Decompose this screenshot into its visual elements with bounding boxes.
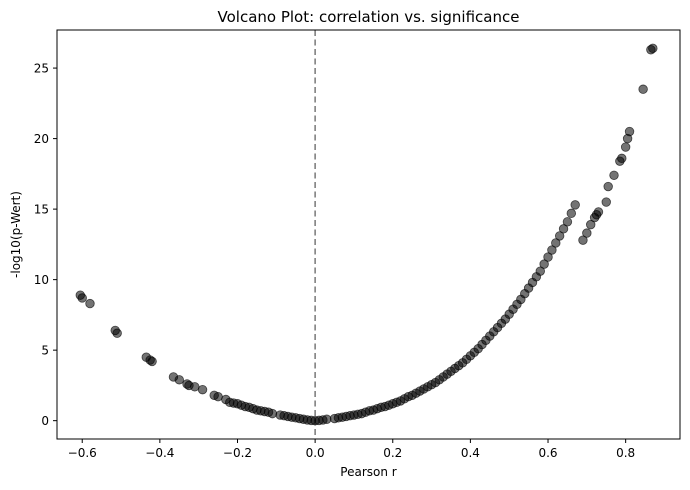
data-point — [620, 142, 631, 152]
plot-area-frame — [56, 29, 681, 440]
x-tick-label: 0.4 — [461, 446, 480, 460]
data-point — [267, 408, 278, 419]
data-point — [322, 414, 332, 424]
data-point — [601, 197, 611, 207]
chart-title: Volcano Plot: correlation vs. significan… — [218, 8, 520, 26]
y-tick-label: 10 — [34, 273, 49, 287]
data-point — [617, 153, 627, 164]
data-point — [638, 84, 648, 94]
data-point — [570, 200, 580, 210]
x-axis-ticks: −0.6 −0.4 −0.2 0.0 0.2 0.4 0.6 0.8 — [68, 439, 635, 460]
data-point — [112, 328, 122, 338]
data-point — [578, 235, 588, 245]
data-point — [535, 266, 545, 276]
data-point — [648, 43, 658, 54]
data-point — [547, 245, 557, 255]
y-tick-label: 15 — [34, 203, 49, 217]
data-point — [551, 238, 561, 248]
x-tick-label: −0.6 — [68, 446, 97, 460]
x-axis-label: Pearson r — [340, 465, 396, 479]
y-tick-label: 20 — [34, 132, 49, 146]
data-point — [609, 170, 619, 180]
x-tick-label: −0.2 — [223, 446, 252, 460]
data-point — [624, 126, 635, 137]
data-point — [562, 217, 573, 227]
data-point — [603, 181, 613, 192]
data-point — [85, 298, 95, 309]
data-point — [593, 207, 604, 217]
data-point — [582, 228, 592, 238]
x-tick-label: 0.0 — [306, 446, 325, 460]
x-tick-label: 0.8 — [616, 446, 635, 460]
x-tick-label: 0.2 — [383, 446, 402, 460]
y-tick-label: 25 — [34, 62, 49, 76]
x-tick-label: 0.6 — [538, 446, 557, 460]
data-point — [147, 356, 157, 367]
y-axis-ticks: 0 5 10 15 20 25 — [34, 62, 57, 428]
data-point — [586, 219, 596, 230]
x-tick-label: −0.4 — [145, 446, 174, 460]
data-point — [539, 259, 549, 269]
data-points — [75, 43, 658, 426]
data-point — [554, 231, 565, 241]
data-point — [213, 391, 223, 402]
data-point — [197, 384, 208, 395]
y-axis-label: -log10(p-Wert) — [9, 191, 23, 278]
data-point — [174, 375, 184, 385]
data-point — [190, 382, 200, 392]
data-point — [543, 252, 553, 262]
data-point — [566, 208, 577, 219]
data-point — [558, 224, 569, 234]
data-point — [77, 293, 87, 303]
y-tick-label: 5 — [41, 344, 49, 358]
y-tick-label: 0 — [41, 414, 49, 428]
